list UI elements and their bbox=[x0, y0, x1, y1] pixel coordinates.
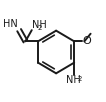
Text: HN: HN bbox=[3, 19, 18, 29]
Text: O: O bbox=[83, 36, 91, 46]
Text: 2: 2 bbox=[77, 76, 81, 82]
Text: 2: 2 bbox=[37, 25, 42, 31]
Text: NH: NH bbox=[66, 75, 81, 85]
Text: NH: NH bbox=[32, 20, 47, 30]
